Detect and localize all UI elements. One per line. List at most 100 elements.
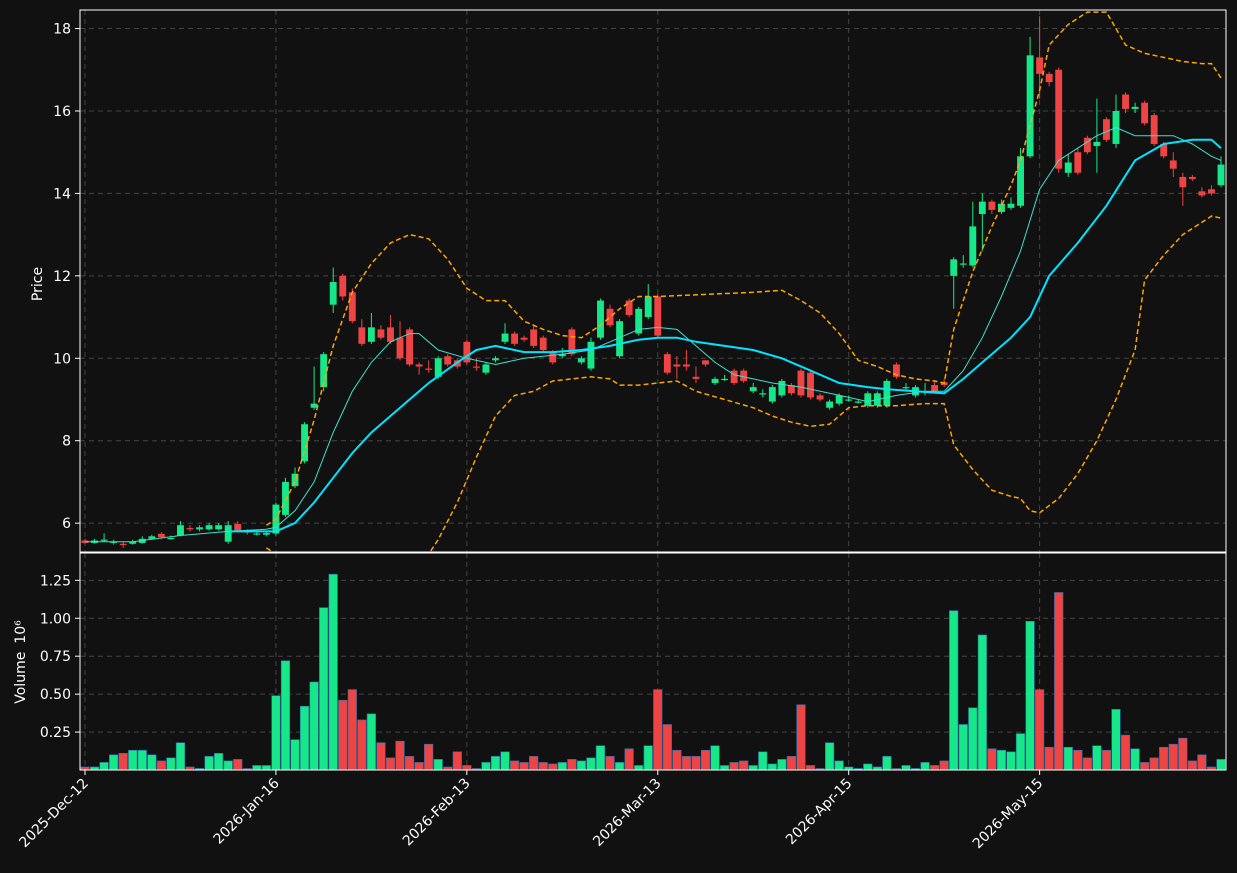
volume-bar bbox=[939, 760, 949, 771]
volume-bar bbox=[920, 762, 930, 771]
volume-bar bbox=[309, 681, 319, 771]
volume-bar bbox=[548, 763, 558, 771]
y-tick-label: 1.00 bbox=[40, 611, 71, 627]
candle-body bbox=[253, 533, 261, 535]
candle-body bbox=[749, 387, 757, 392]
candle-body bbox=[1055, 69, 1063, 169]
candle-body bbox=[797, 370, 805, 396]
volume-bar bbox=[166, 757, 176, 771]
candle-body bbox=[730, 370, 738, 384]
volume-bar bbox=[672, 749, 682, 771]
volume-bar bbox=[1149, 757, 1159, 771]
candle-body bbox=[1064, 162, 1072, 173]
candle-body bbox=[215, 525, 223, 530]
volume-bar bbox=[204, 756, 214, 771]
volume-bar bbox=[1178, 737, 1188, 771]
y-tick-label: 0.50 bbox=[40, 687, 71, 703]
candle-body bbox=[472, 366, 480, 368]
candle-body bbox=[1169, 160, 1177, 169]
volume-bar bbox=[490, 756, 501, 771]
candle-body bbox=[320, 354, 328, 388]
volume-bar bbox=[118, 753, 128, 771]
volume-bar bbox=[376, 742, 386, 771]
candle-body bbox=[1150, 115, 1158, 144]
candle-body bbox=[883, 380, 891, 406]
volume-bar bbox=[624, 748, 634, 771]
candle-body bbox=[721, 378, 729, 381]
candle-body bbox=[1083, 137, 1091, 153]
volume-bar bbox=[595, 745, 606, 771]
volume-bar bbox=[366, 713, 376, 771]
y-tick-label: 10 bbox=[53, 351, 71, 367]
volume-bar bbox=[128, 749, 138, 771]
volume-bar bbox=[720, 765, 730, 771]
candle-body bbox=[1160, 143, 1168, 157]
candle-body bbox=[434, 358, 442, 377]
volume-bar bbox=[567, 759, 577, 771]
volume-bar bbox=[414, 762, 424, 771]
volume-bar bbox=[462, 765, 472, 771]
volume-bar bbox=[882, 756, 892, 771]
volume-bar bbox=[930, 765, 940, 771]
candle-body bbox=[329, 282, 337, 305]
candle-body bbox=[1074, 152, 1082, 173]
volume-bar bbox=[137, 749, 147, 771]
candle-body bbox=[1141, 102, 1149, 124]
candle-body bbox=[1122, 94, 1129, 109]
candle-body bbox=[463, 341, 471, 363]
indicator-line bbox=[228, 138, 1222, 533]
volume-bar bbox=[700, 749, 711, 771]
volume-bar bbox=[662, 724, 672, 771]
candle-body bbox=[224, 525, 232, 542]
candle-body bbox=[348, 292, 356, 322]
candle-body bbox=[119, 543, 127, 545]
volume-bar bbox=[319, 607, 329, 771]
volume-bar bbox=[834, 760, 844, 771]
candle-body bbox=[501, 333, 509, 342]
candle-body bbox=[597, 300, 604, 338]
volume-bar bbox=[233, 759, 243, 771]
y-tick-label: 6 bbox=[62, 516, 71, 532]
volume-bar bbox=[214, 753, 224, 771]
candle-body bbox=[778, 380, 786, 396]
volume-bar bbox=[529, 756, 539, 771]
indicator-line bbox=[85, 126, 1222, 543]
candle-body bbox=[1045, 73, 1053, 83]
candle-body bbox=[826, 401, 834, 408]
candle-body bbox=[1026, 55, 1034, 157]
candle-body bbox=[864, 393, 872, 406]
candle-body bbox=[892, 364, 900, 377]
volume-bar bbox=[1082, 757, 1092, 771]
candle-body bbox=[482, 364, 490, 373]
candle-body bbox=[1198, 191, 1206, 196]
volume-bar bbox=[452, 751, 462, 771]
volume-bar bbox=[710, 745, 720, 771]
candle-body bbox=[959, 263, 967, 265]
volume-bar bbox=[261, 765, 271, 771]
candle-body bbox=[969, 226, 977, 266]
volume-bar bbox=[271, 695, 281, 771]
candle-body bbox=[234, 523, 242, 531]
volume-bar bbox=[99, 762, 109, 771]
candle-body bbox=[110, 541, 118, 543]
candle-body bbox=[549, 352, 557, 363]
volume-bar bbox=[557, 762, 567, 771]
volume-bar bbox=[1073, 749, 1083, 771]
volume-bar bbox=[223, 760, 233, 771]
candle-body bbox=[807, 372, 814, 398]
volume-bar bbox=[729, 762, 739, 771]
volume-bar bbox=[1054, 592, 1064, 771]
candle-body bbox=[759, 393, 767, 395]
candle-body bbox=[663, 354, 671, 373]
volume-bar bbox=[1044, 746, 1054, 771]
candle-body bbox=[301, 424, 308, 462]
y-tick-label: 12 bbox=[53, 269, 71, 285]
candle-body bbox=[587, 341, 595, 369]
candle-body bbox=[998, 203, 1005, 212]
volume-bar bbox=[758, 751, 768, 771]
volume-bar bbox=[958, 724, 968, 771]
candle-body bbox=[520, 337, 528, 340]
candle-body bbox=[539, 337, 547, 351]
y-tick-label: 16 bbox=[53, 104, 71, 120]
candle-body bbox=[692, 376, 700, 379]
